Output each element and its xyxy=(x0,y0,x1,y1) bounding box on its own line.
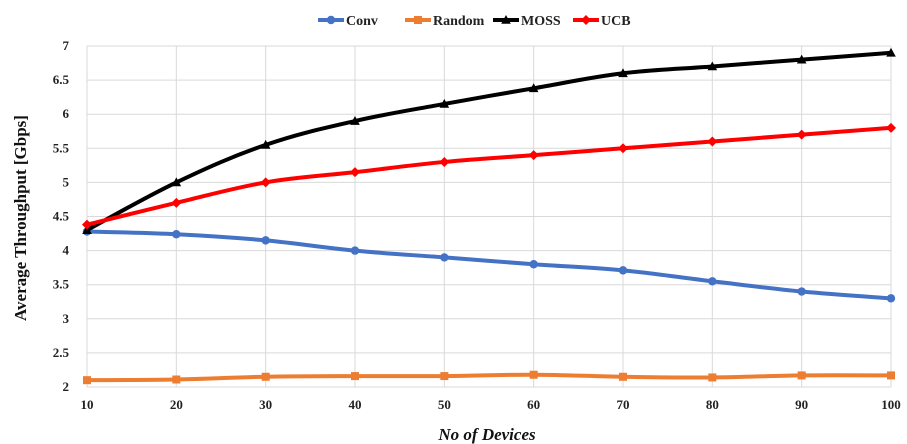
data-point-conv xyxy=(261,236,270,245)
x-tick-label: 100 xyxy=(881,397,901,412)
y-tick-labels: 2 2.5 3 3.5 4 4.5 5 5.5 6 6.5 7 xyxy=(53,38,70,394)
x-tick-label: 60 xyxy=(527,397,540,412)
x-axis-title: No of Devices xyxy=(437,425,536,444)
data-point-conv xyxy=(797,287,806,296)
legend-marker xyxy=(501,15,511,24)
y-tick-label: 2.5 xyxy=(53,345,70,360)
data-point-moss xyxy=(439,98,450,108)
x-tick-label: 50 xyxy=(438,397,451,412)
data-point-ucb xyxy=(618,143,628,154)
series-conv xyxy=(82,227,896,303)
y-tick-label: 3.5 xyxy=(53,277,70,292)
data-point-random xyxy=(261,372,270,381)
data-point-moss xyxy=(260,139,271,149)
y-tick-label: 5 xyxy=(63,174,70,189)
y-tick-label: 6.5 xyxy=(53,72,70,87)
data-point-conv xyxy=(618,266,628,275)
data-point-ucb xyxy=(528,150,539,161)
legend-item-ucb: UCB xyxy=(573,14,631,29)
data-point-random xyxy=(83,376,91,385)
x-tick-labels: 10 20 30 40 50 60 70 80 90 100 xyxy=(81,397,901,412)
data-point-moss xyxy=(350,116,360,125)
data-point-random xyxy=(887,371,895,380)
legend-item-random: Random xyxy=(405,14,485,29)
legend: Conv Random MOSS UCB xyxy=(318,14,631,29)
y-tick-label: 4.5 xyxy=(53,209,70,224)
series-line-conv xyxy=(85,229,893,301)
gridlines xyxy=(86,45,892,388)
y-tick-label: 7 xyxy=(63,38,70,53)
data-point-conv xyxy=(350,246,360,255)
data-point-ucb xyxy=(260,177,271,188)
legend-label: Random xyxy=(433,14,485,29)
data-point-ucb xyxy=(439,156,450,167)
data-point-conv xyxy=(529,260,538,269)
data-point-random xyxy=(529,370,538,379)
data-point-moss xyxy=(171,177,182,187)
y-tick-label: 6 xyxy=(63,106,70,121)
data-point-moss xyxy=(528,83,539,93)
legend-marker xyxy=(581,15,591,25)
data-point-ucb xyxy=(171,197,182,208)
data-point-conv xyxy=(172,230,181,239)
legend-label: MOSS xyxy=(521,14,561,29)
data-point-ucb xyxy=(707,136,718,147)
x-tick-label: 10 xyxy=(81,397,94,412)
data-point-ucb xyxy=(350,167,360,178)
x-tick-label: 70 xyxy=(617,397,630,412)
y-axis-title: Average Throughput [Gbps] xyxy=(11,115,30,321)
data-point-random xyxy=(172,375,181,384)
legend-marker xyxy=(326,15,336,25)
series-ucb xyxy=(82,122,896,230)
series-line-moss xyxy=(85,50,893,233)
legend-label: UCB xyxy=(601,14,631,29)
series-random xyxy=(83,370,895,385)
legend-marker xyxy=(414,16,422,24)
data-point-conv xyxy=(440,253,449,262)
data-point-random xyxy=(797,371,806,380)
y-tick-label: 4 xyxy=(63,243,70,258)
data-point-moss xyxy=(886,47,896,57)
series-line-ucb xyxy=(85,125,893,227)
data-point-ucb xyxy=(796,129,807,140)
series-moss xyxy=(82,47,896,234)
x-tick-label: 30 xyxy=(259,397,272,412)
x-tick-label: 80 xyxy=(706,397,719,412)
y-tick-label: 2 xyxy=(63,379,70,394)
x-tick-label: 40 xyxy=(349,397,362,412)
data-point-random xyxy=(619,372,627,381)
series-line-random xyxy=(85,372,893,383)
data-point-random xyxy=(708,373,717,382)
y-tick-label: 3 xyxy=(63,311,70,326)
y-tick-label: 5.5 xyxy=(53,140,70,155)
legend-item-conv: Conv xyxy=(318,14,378,29)
x-tick-label: 90 xyxy=(795,397,808,412)
legend-label: Conv xyxy=(346,14,378,29)
x-tick-label: 20 xyxy=(170,397,183,412)
data-point-moss xyxy=(796,54,807,64)
data-point-random xyxy=(440,372,449,381)
data-point-conv xyxy=(708,277,717,286)
series-lines xyxy=(82,47,896,385)
data-point-moss xyxy=(707,61,718,71)
data-point-ucb xyxy=(886,122,896,133)
data-point-random xyxy=(351,372,359,381)
data-point-ucb xyxy=(82,219,92,230)
legend-item-moss: MOSS xyxy=(493,14,561,29)
data-point-conv xyxy=(886,294,896,303)
data-point-moss xyxy=(618,68,628,78)
